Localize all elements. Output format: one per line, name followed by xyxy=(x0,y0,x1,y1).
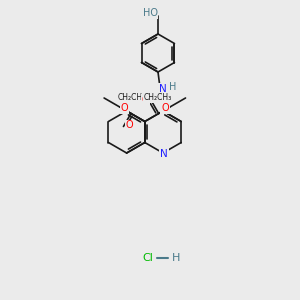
Text: O: O xyxy=(121,103,128,113)
Text: O: O xyxy=(161,103,169,113)
Text: N: N xyxy=(160,149,168,159)
Text: CH₂CH₃: CH₂CH₃ xyxy=(118,94,146,103)
Text: HO: HO xyxy=(142,8,158,18)
Text: N: N xyxy=(159,83,167,94)
Text: Cl: Cl xyxy=(142,253,153,263)
Text: CH₂CH₃: CH₂CH₃ xyxy=(143,94,172,103)
Text: H: H xyxy=(169,82,176,92)
Text: O: O xyxy=(126,121,133,130)
Text: H: H xyxy=(172,253,180,263)
Text: O: O xyxy=(141,94,149,104)
